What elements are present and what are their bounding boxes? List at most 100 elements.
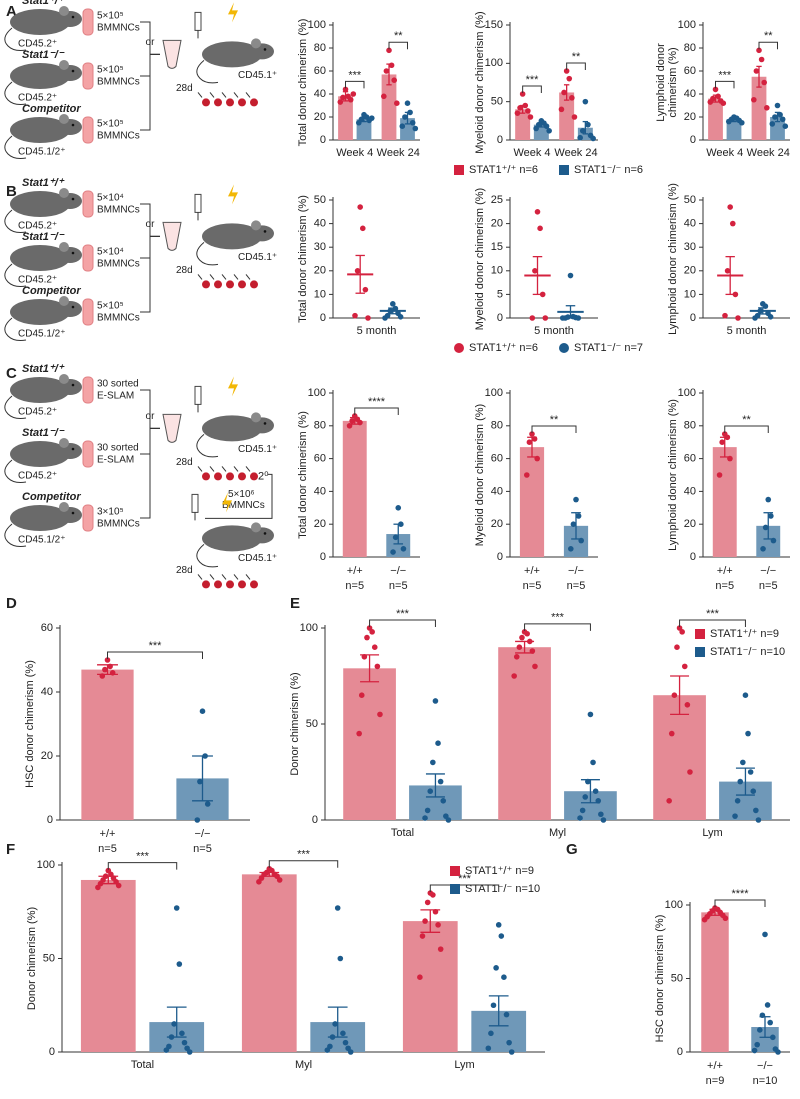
y-tick-label: 100 <box>678 387 696 399</box>
n-label: n=5 <box>98 843 117 855</box>
x-tick-label: −/− <box>568 565 584 577</box>
cell-dose: 5×10⁵ <box>97 11 124 22</box>
significance-bracket <box>715 80 735 89</box>
data-point <box>357 419 363 426</box>
data-point <box>571 114 578 120</box>
bar <box>653 695 706 820</box>
mouse-eye <box>71 197 75 201</box>
data-point <box>585 778 591 785</box>
data-point <box>513 654 520 660</box>
y-tick-label: 50 <box>684 194 696 206</box>
data-point <box>752 315 758 321</box>
significance-label: *** <box>718 69 732 81</box>
y-tick-label: 25 <box>491 194 503 206</box>
data-point <box>202 753 208 759</box>
y-tick-label: 0 <box>320 134 326 146</box>
data-point <box>522 102 529 109</box>
data-point <box>359 225 366 232</box>
data-point <box>687 769 693 775</box>
y-tick-label: 50 <box>491 96 503 108</box>
donor-genotype: Competitor <box>22 285 81 297</box>
data-point <box>577 815 583 821</box>
data-point <box>503 1011 510 1018</box>
data-point <box>543 123 550 129</box>
data-point <box>668 730 675 737</box>
data-point <box>679 629 685 635</box>
data-point <box>745 730 751 737</box>
mouse-tail <box>196 544 219 568</box>
data-point <box>534 209 541 215</box>
arrow <box>209 274 215 280</box>
data-point <box>350 91 357 97</box>
donor-marker: CD45.2⁺ <box>18 275 57 286</box>
mouse-eye <box>71 69 75 73</box>
arrow <box>197 466 203 472</box>
x-tick-label: Total <box>391 827 414 839</box>
bar <box>515 109 531 140</box>
donor-marker: CD45.2⁺ <box>18 407 57 418</box>
data-point <box>387 308 394 314</box>
mouse-tail <box>4 209 27 233</box>
data-point <box>529 315 536 321</box>
cell-type: BMMNCs <box>97 131 140 142</box>
data-point <box>440 798 447 804</box>
blood-drop <box>250 280 258 289</box>
legend-label: STAT1⁻/⁻ n=6 <box>574 164 643 176</box>
significance-label: ** <box>550 414 559 426</box>
data-point <box>707 99 714 105</box>
y-axis-label: Myeloid donor chimerism (%) <box>474 404 486 546</box>
data-point <box>724 268 731 274</box>
y-tick-label: 20 <box>684 111 696 123</box>
data-point <box>533 125 539 132</box>
mouse-tail <box>4 317 27 341</box>
blood-drop <box>250 580 258 589</box>
n-label: n=9 <box>706 1075 725 1087</box>
data-point <box>775 1049 781 1055</box>
legend-marker <box>559 165 569 175</box>
data-point <box>732 291 739 298</box>
y-tick-label: 0 <box>690 312 696 324</box>
data-point <box>358 692 365 698</box>
mouse-ear <box>59 60 69 70</box>
y-tick-label: 40 <box>491 485 503 497</box>
legend-marker <box>450 866 460 876</box>
mouse-eye <box>263 532 267 535</box>
data-point <box>722 312 728 319</box>
data-point <box>204 801 211 807</box>
mouse-tail <box>4 81 27 105</box>
data-point <box>542 315 549 321</box>
data-point <box>727 204 733 210</box>
data-point <box>392 534 399 541</box>
data-point <box>757 1027 763 1033</box>
bar <box>559 92 575 140</box>
cell-type: BMMNCs <box>97 77 140 88</box>
data-point <box>720 100 727 106</box>
data-point <box>337 99 344 105</box>
y-tick-label: 0 <box>497 134 503 146</box>
mouse-eye <box>263 422 267 425</box>
data-point <box>381 93 387 100</box>
arrow <box>221 466 227 472</box>
bar <box>342 420 367 557</box>
significance-label: **** <box>368 396 386 408</box>
mouse-eye <box>263 230 267 233</box>
data-point <box>347 1049 354 1055</box>
syringe <box>194 385 202 405</box>
mouse-ear <box>59 438 69 448</box>
data-point <box>424 807 431 814</box>
donor-genotype: Stat1⁺/⁺ <box>22 177 65 189</box>
mouse-tail <box>4 135 27 159</box>
data-point <box>760 546 766 552</box>
data-point <box>356 730 362 737</box>
data-point <box>753 807 759 814</box>
significance-bracket <box>522 85 542 93</box>
mouse-body <box>202 41 262 68</box>
significance-bracket <box>429 884 500 893</box>
data-point <box>582 98 589 105</box>
bone <box>82 244 94 272</box>
tube <box>162 221 182 251</box>
mouse-tail <box>4 523 27 547</box>
data-point <box>519 634 525 641</box>
data-point <box>666 798 672 804</box>
or-label: or <box>146 37 156 48</box>
